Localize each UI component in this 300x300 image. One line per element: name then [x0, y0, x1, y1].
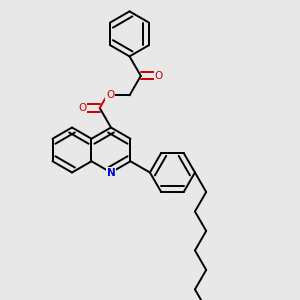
- Text: O: O: [106, 90, 114, 100]
- Text: N: N: [106, 167, 115, 178]
- Text: O: O: [154, 71, 163, 81]
- Text: O: O: [78, 103, 86, 113]
